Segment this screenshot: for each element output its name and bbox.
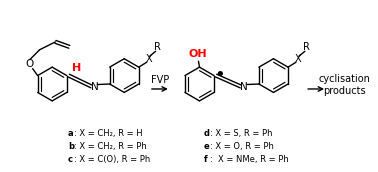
Text: : X = CH₂, R = Ph: : X = CH₂, R = Ph — [74, 142, 147, 151]
Text: b: b — [68, 142, 74, 151]
Text: H: H — [72, 63, 81, 73]
Text: e: e — [204, 142, 209, 151]
Text: : X = O, R = Ph: : X = O, R = Ph — [210, 142, 274, 151]
Text: : X = CH₂, R = H: : X = CH₂, R = H — [74, 129, 143, 138]
Text: R: R — [304, 42, 310, 52]
Text: N: N — [240, 83, 248, 93]
Text: d: d — [204, 129, 210, 138]
Text: R: R — [154, 42, 161, 52]
Text: N: N — [91, 83, 98, 93]
Text: : X = C(O), R = Ph: : X = C(O), R = Ph — [74, 155, 150, 164]
Text: •: • — [215, 66, 225, 84]
Text: O: O — [26, 59, 34, 69]
Text: FVP: FVP — [151, 75, 169, 85]
Text: OH: OH — [188, 49, 207, 59]
Text: f: f — [204, 155, 208, 164]
Text: :  X = NMe, R = Ph: : X = NMe, R = Ph — [210, 155, 288, 164]
Text: cyclisation
products: cyclisation products — [319, 74, 371, 96]
Text: : X = S, R = Ph: : X = S, R = Ph — [210, 129, 272, 138]
Text: c: c — [68, 155, 73, 164]
Text: a: a — [68, 129, 74, 138]
Text: X: X — [295, 54, 301, 64]
Text: X: X — [146, 54, 152, 64]
